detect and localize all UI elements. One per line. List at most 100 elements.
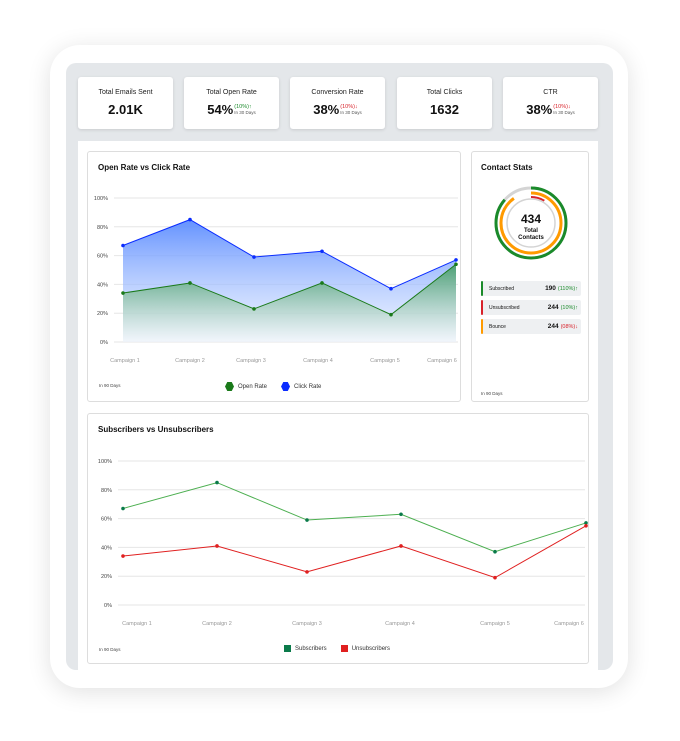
kpi-card: Total Clicks 1632 bbox=[397, 77, 492, 129]
data-point[interactable] bbox=[121, 291, 125, 295]
chart-footer: In 90 Days bbox=[99, 383, 121, 388]
area-open-rate bbox=[123, 264, 456, 342]
data-point[interactable] bbox=[121, 506, 125, 511]
legend-click-rate[interactable]: Click Rate bbox=[281, 382, 321, 391]
kpi-card: Total Emails Sent 2.01K bbox=[78, 77, 173, 129]
arrow-up-icon: ↑ bbox=[248, 104, 252, 110]
data-point[interactable] bbox=[215, 480, 219, 485]
data-point[interactable] bbox=[399, 512, 403, 517]
kpi-title: Conversion Rate bbox=[311, 89, 364, 96]
data-point[interactable] bbox=[493, 549, 497, 554]
kpi-card: Total Open Rate 54% (10%)↑ In 30 Days bbox=[184, 77, 279, 129]
legend-open-rate[interactable]: Open Rate bbox=[225, 382, 267, 391]
kpi-card: CTR 38% (10%)↓ In 30 Days bbox=[503, 77, 598, 129]
row-change: (10%)↑ bbox=[560, 304, 578, 311]
y-tick-label: 40% bbox=[97, 282, 108, 288]
y-tick-label: 60% bbox=[97, 254, 108, 260]
row-value: 190 bbox=[545, 285, 556, 292]
data-point[interactable] bbox=[389, 286, 393, 291]
data-point[interactable] bbox=[188, 281, 192, 285]
data-point[interactable] bbox=[389, 312, 393, 317]
kpi-value: 38% bbox=[313, 102, 340, 117]
row-change: (110%)↑ bbox=[557, 285, 578, 292]
data-point[interactable] bbox=[121, 243, 125, 248]
data-point[interactable] bbox=[454, 258, 458, 262]
arrow-up-icon: ↑ bbox=[575, 304, 578, 311]
contact-stats-title: Contact Stats bbox=[481, 163, 533, 172]
x-tick-label: Campaign 2 bbox=[202, 621, 232, 627]
row-value: 244 bbox=[547, 304, 559, 311]
kpi-card: Conversion Rate 38% (10%)↓ In 30 Days bbox=[290, 77, 385, 129]
kpi-title: Total Open Rate bbox=[206, 89, 257, 96]
line-open-rate bbox=[122, 263, 457, 316]
x-tick-label: Campaign 2 bbox=[175, 358, 205, 364]
arrow-down-icon: ↓ bbox=[354, 104, 358, 110]
contact-stat-row: Unsubscribed 244 (10%)↑ bbox=[481, 300, 581, 315]
legend-subscribers[interactable]: Subscribers bbox=[284, 645, 327, 652]
data-point[interactable] bbox=[305, 570, 309, 574]
line-click-rate bbox=[122, 219, 457, 290]
line-unsubscribers bbox=[122, 525, 587, 579]
y-tick-label: 100% bbox=[98, 459, 112, 465]
row-label: Bounce bbox=[489, 323, 506, 330]
kpi-value: 1632 bbox=[430, 102, 459, 117]
data-point[interactable] bbox=[305, 518, 309, 522]
arrow-down-icon: ↓ bbox=[567, 104, 571, 110]
y-tick-label: 80% bbox=[97, 225, 108, 231]
y-tick-label: 60% bbox=[101, 517, 112, 523]
legend-unsubscribers[interactable]: Unsubscribers bbox=[340, 645, 391, 653]
x-tick-label: Campaign 5 bbox=[370, 358, 400, 364]
contact-donut bbox=[494, 186, 568, 260]
contact-stat-row: Bounce 244 (08%)↓ bbox=[481, 319, 581, 334]
data-point[interactable] bbox=[121, 554, 125, 558]
y-tick-label: 0% bbox=[104, 603, 112, 609]
x-tick-label: Campaign 1 bbox=[122, 621, 152, 627]
data-point[interactable] bbox=[454, 262, 458, 267]
contact-footer: In 90 Days bbox=[481, 391, 503, 396]
kpi-title: Total Clicks bbox=[426, 89, 463, 96]
kpi-change: (10%)↓ bbox=[340, 104, 358, 110]
x-tick-label: Campaign 3 bbox=[292, 621, 322, 627]
data-point[interactable] bbox=[584, 521, 588, 525]
subscribers-card: Subscribers vs Unsubscribers 0% 20% 40% 60%… bbox=[87, 413, 589, 664]
arrow-up-icon: ↑ bbox=[575, 285, 578, 292]
square-icon bbox=[284, 645, 291, 652]
line-subscribers bbox=[122, 482, 587, 553]
y-tick-label: 100% bbox=[94, 196, 108, 202]
data-point[interactable] bbox=[320, 281, 324, 285]
row-color-bar bbox=[481, 319, 483, 334]
y-tick-label: 80% bbox=[101, 488, 112, 494]
data-point[interactable] bbox=[252, 307, 256, 311]
donut-subscribed-arc bbox=[494, 186, 568, 260]
kpi-change: (10%)↓ bbox=[553, 104, 571, 110]
kpi-title: Total Emails Sent bbox=[98, 89, 153, 96]
donut-unsubscribed-arc bbox=[504, 196, 558, 250]
data-point[interactable] bbox=[493, 575, 497, 580]
x-tick-label: Campaign 4 bbox=[385, 621, 415, 627]
data-point[interactable] bbox=[399, 544, 403, 548]
kpi-period: In 30 Days bbox=[340, 110, 362, 115]
data-point[interactable] bbox=[320, 249, 324, 254]
data-point[interactable] bbox=[252, 255, 256, 259]
x-tick-label: Campaign 5 bbox=[480, 621, 510, 627]
hexagon-icon bbox=[281, 382, 291, 391]
subscribers-chart: 0% 20% 40% 60% 80% 100% Campaign 1 Campaign 2 Ca… bbox=[98, 459, 588, 627]
row-color-bar bbox=[481, 300, 483, 315]
x-tick-label: Campaign 6 bbox=[427, 358, 457, 364]
donut-bounce-arc bbox=[499, 191, 563, 255]
row-label: Subscribed bbox=[489, 285, 515, 292]
row-change: (08%)↓ bbox=[560, 323, 578, 330]
data-point[interactable] bbox=[215, 544, 219, 548]
data-point[interactable] bbox=[584, 524, 588, 528]
data-point[interactable] bbox=[188, 217, 192, 222]
open-vs-click-card: Open Rate vs Click Rate 0% 20% 40% 60% 80% 10… bbox=[87, 151, 461, 402]
chart-title: Open Rate vs Click Rate bbox=[98, 163, 191, 172]
total-contacts-value: 434 bbox=[520, 212, 542, 226]
chart-legend: Subscribers Unsubscribers bbox=[284, 645, 390, 652]
row-value: 244 bbox=[547, 323, 559, 330]
donut-inner-ring bbox=[506, 198, 556, 248]
kpi-period: In 30 Days bbox=[234, 110, 256, 115]
hexagon-icon bbox=[225, 382, 234, 391]
legend-label: Open Rate bbox=[238, 384, 268, 391]
legend-label: Unsubscribers bbox=[351, 646, 391, 653]
